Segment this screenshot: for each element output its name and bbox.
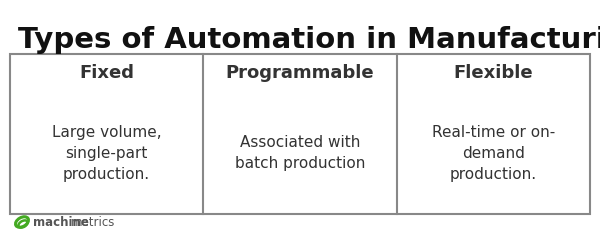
Text: Large volume,
single-part
production.: Large volume, single-part production.	[52, 125, 161, 182]
Text: Types of Automation in Manufacturing: Types of Automation in Manufacturing	[18, 26, 600, 54]
Bar	[10, 54, 590, 214]
Text: Flexible: Flexible	[454, 64, 533, 82]
Text: machine: machine	[33, 216, 89, 229]
Text: Real-time or on-
demand
production.: Real-time or on- demand production.	[432, 125, 555, 182]
Text: Associated with
batch production: Associated with batch production	[235, 135, 365, 171]
Text: Fixed: Fixed	[79, 64, 134, 82]
Text: metrics: metrics	[71, 216, 115, 229]
Text: Programmable: Programmable	[226, 64, 374, 82]
